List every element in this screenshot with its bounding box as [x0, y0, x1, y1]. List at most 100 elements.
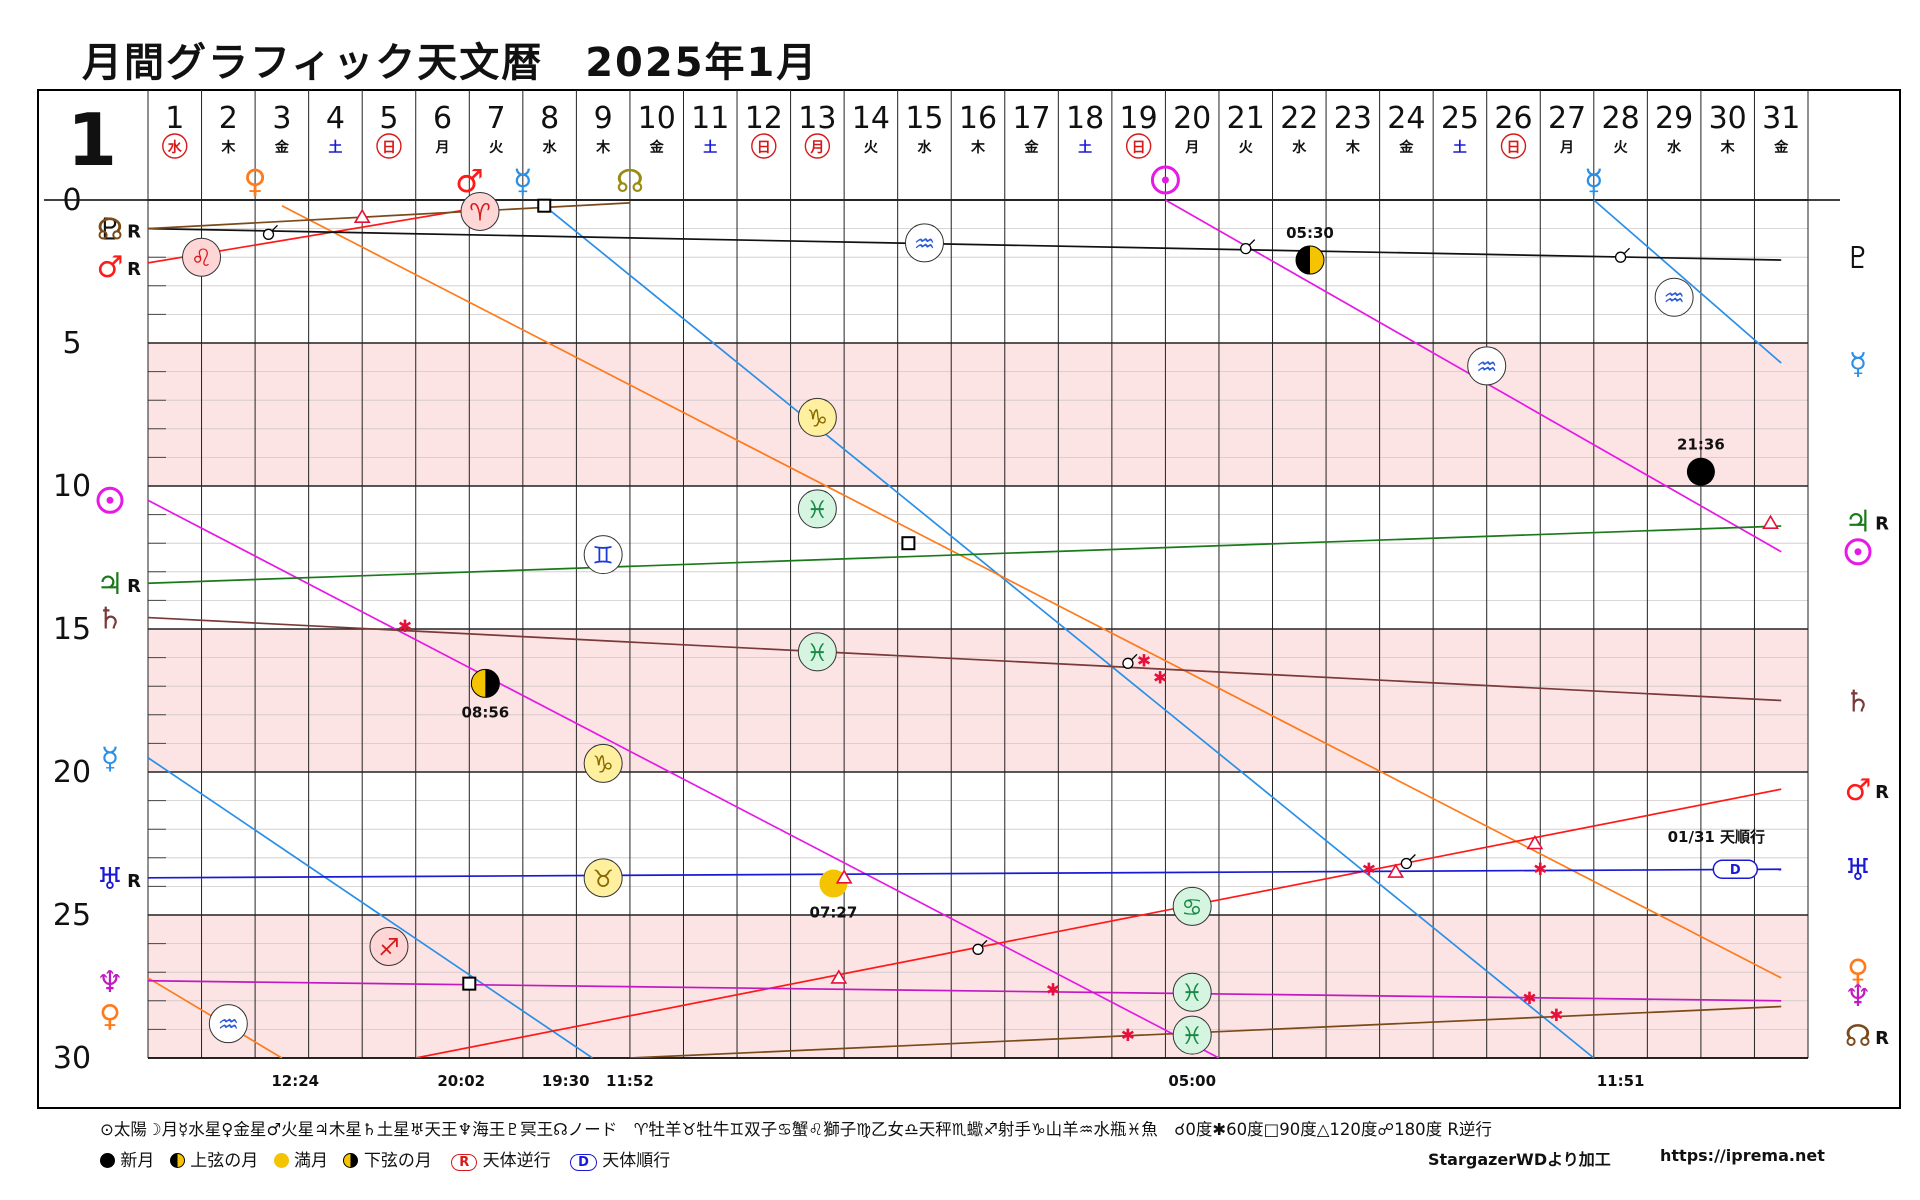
sign-marker: [904, 223, 944, 263]
legend-row-2: 新月 上弦の月 満月 下弦の月 R 天体逆行 D 天体順行: [100, 1146, 670, 1171]
legend-full-moon: 満月: [294, 1151, 329, 1171]
conjunction-tail: [271, 224, 278, 232]
retro-suffix-left: R: [127, 259, 141, 280]
weekday-label: 日: [382, 140, 396, 156]
direct-badge: D: [570, 1154, 597, 1171]
weekday-circle: [376, 133, 402, 159]
day-label: 11: [691, 101, 729, 136]
weekday-label: 金: [1024, 139, 1040, 156]
day-label: 21: [1227, 101, 1265, 136]
day-label: 3: [272, 101, 291, 136]
sign-marker: [182, 237, 222, 277]
day-label: 8: [540, 101, 559, 136]
y-tick-label: 15: [53, 612, 91, 647]
weekday-label: 金: [1773, 139, 1789, 156]
sign-symbol: ♒: [1476, 353, 1498, 381]
day-label: 22: [1280, 101, 1318, 136]
sign-marker: [797, 489, 837, 529]
sun-label-dot-right: [1854, 548, 1862, 556]
weekday-label: 木: [1720, 139, 1736, 156]
moon-time-label: 05:30: [1286, 224, 1334, 242]
weekday-circle: [751, 133, 777, 159]
page-title: 月間グラフィック天文暦 2025年1月: [82, 40, 819, 86]
bottom-time-label: 11:51: [1597, 1072, 1645, 1090]
retro-suffix-left: R: [127, 871, 141, 892]
bottom-time-label: 19:30: [542, 1072, 590, 1090]
series-label-left: ♆: [97, 965, 124, 1000]
sign-symbol: ♉: [592, 865, 614, 893]
sign-symbol: ♒: [218, 1011, 240, 1039]
weekday-label: 日: [757, 140, 771, 156]
weekday-label: 月: [1184, 140, 1199, 156]
weekday-label: 月: [435, 140, 450, 156]
top-planet-marker: ☿: [513, 162, 533, 200]
sun-label-right: [1844, 538, 1872, 566]
sign-symbol: ♓: [1181, 979, 1203, 1007]
conjunction-mark: [1240, 242, 1252, 255]
weekday-circle: [162, 133, 188, 159]
conjunction-tail: [1130, 653, 1138, 661]
top-planet-marker: ☊: [616, 162, 644, 200]
weekday-label: 土: [703, 139, 717, 156]
weekday-label: 土: [1078, 139, 1092, 156]
series-label-left: ☿: [101, 742, 119, 777]
conjunction-mark: [262, 228, 275, 240]
day-label: 10: [638, 101, 676, 136]
day-label: 1: [165, 101, 184, 136]
conjunction-mark: [1614, 251, 1627, 263]
day-label: 2: [219, 101, 238, 136]
square-mark: [537, 198, 552, 213]
bottom-time-label: 20:02: [437, 1072, 485, 1090]
retro-suffix-left: R: [127, 222, 141, 243]
trine-mark: [835, 869, 853, 884]
weekday-circle: [1125, 133, 1152, 159]
sign-marker: [583, 535, 623, 575]
day-label: 4: [326, 101, 345, 136]
y-tick-label: 0: [62, 183, 81, 218]
quarter-moon-shade: [1296, 246, 1310, 275]
new-moon-marker: [1686, 457, 1715, 486]
series-label-left: ☊: [97, 213, 124, 248]
legend-new-moon: 新月: [120, 1151, 155, 1171]
series-label-left: ♅: [97, 862, 124, 897]
credit-url: https://iprema.net: [1660, 1146, 1825, 1165]
day-label: 7: [487, 101, 506, 136]
sign-marker: [369, 926, 409, 966]
y-tick-label: 30: [53, 1041, 91, 1076]
bottom-time-label: 05:00: [1168, 1072, 1216, 1090]
sun-label-left: [96, 486, 124, 514]
weekday-label: 金: [649, 139, 665, 156]
series-label-right: ☊: [1845, 1019, 1872, 1054]
sign-marker: [583, 743, 623, 783]
sign-marker: [1467, 346, 1507, 386]
sign-symbol: ♓: [807, 639, 829, 667]
weekday-label: 水: [1667, 139, 1682, 156]
sign-marker: [1172, 1015, 1212, 1055]
band-0: [148, 343, 1808, 486]
day-label: 9: [594, 101, 613, 136]
conjunction-mark: [972, 943, 984, 955]
sextile-mark: ✱: [1362, 860, 1376, 880]
band-1: [148, 629, 1808, 772]
series-line: [148, 499, 1220, 1058]
retro-suffix-right: R: [1875, 513, 1889, 534]
series-label-right: ♇: [1845, 241, 1872, 276]
weekday-label: 火: [1239, 140, 1254, 156]
top-sun-dot: [1161, 176, 1169, 184]
day-label: 15: [905, 101, 943, 136]
trine-mark: [1387, 863, 1405, 878]
sextile-mark: ✱: [1549, 1006, 1563, 1026]
day-label: 28: [1601, 101, 1639, 136]
day-label: 26: [1494, 101, 1532, 136]
weekday-label: 金: [274, 139, 290, 156]
sign-symbol: ♈: [469, 198, 491, 226]
conjunction-tail: [980, 939, 988, 947]
sign-symbol: ♌: [191, 244, 213, 272]
square-mark: [901, 536, 916, 551]
series-label-right: ♃: [1845, 504, 1872, 539]
weekday-label: 日: [1132, 140, 1146, 156]
legend-last-quarter: 下弦の月: [363, 1151, 432, 1171]
y-tick-label: 25: [53, 898, 91, 933]
weekday-label: 水: [543, 139, 558, 156]
